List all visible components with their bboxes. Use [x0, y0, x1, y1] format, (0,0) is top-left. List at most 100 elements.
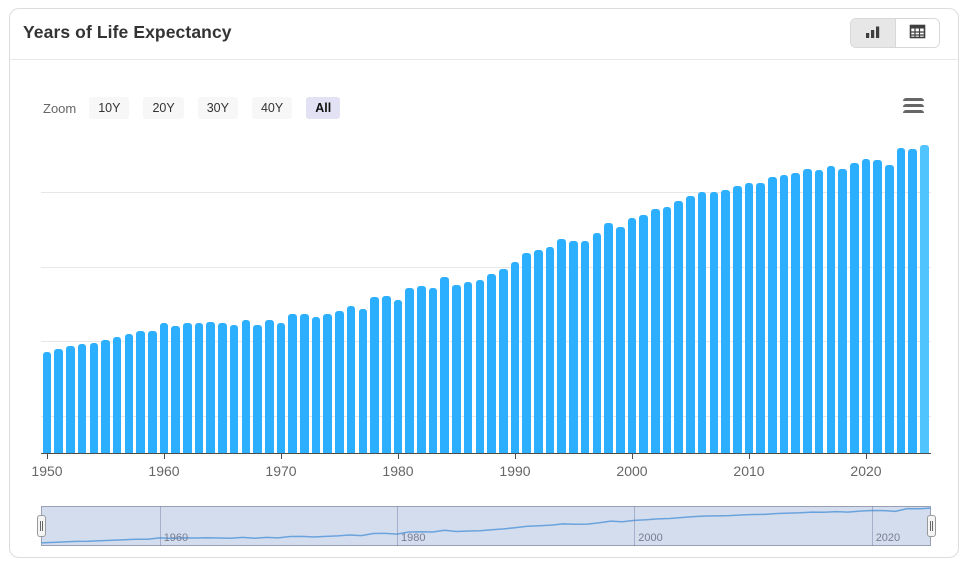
navigator-gridline-2020 [871, 506, 873, 546]
bar-year-1990[interactable] [510, 261, 520, 453]
bar-year-1993[interactable] [545, 246, 555, 453]
bar-year-1976[interactable] [346, 305, 356, 453]
range-button-20y[interactable]: 20Y [143, 97, 184, 119]
bar-year-1994[interactable] [557, 239, 567, 453]
bar-year-2025[interactable] [920, 145, 929, 453]
navigator-right-handle[interactable] [926, 515, 936, 537]
x-axis-line [41, 453, 931, 454]
bar-year-2010[interactable] [744, 183, 754, 453]
bar-year-1975[interactable] [335, 310, 344, 453]
bar-year-1997[interactable] [592, 233, 602, 453]
bar-year-2022[interactable] [885, 164, 894, 453]
bar-year-1959[interactable] [148, 330, 157, 453]
bar-year-1980[interactable] [393, 300, 403, 453]
bar-year-1969[interactable] [264, 319, 274, 453]
y-gridline-70 [41, 192, 931, 194]
bar-year-1952[interactable] [66, 346, 75, 453]
bar-year-2024[interactable] [908, 149, 918, 453]
chart-view-button[interactable] [851, 19, 895, 47]
bar-year-1965[interactable] [218, 323, 227, 453]
bar-year-1967[interactable] [241, 319, 251, 453]
bar-year-1968[interactable] [253, 324, 262, 453]
bar-year-2004[interactable] [674, 201, 684, 453]
bar-year-2015[interactable] [803, 169, 812, 453]
x-tick-1990 [515, 453, 516, 459]
bar-year-1964[interactable] [206, 321, 216, 453]
bar-year-2014[interactable] [791, 172, 801, 453]
bar-year-1986[interactable] [463, 281, 473, 453]
range-button-all[interactable]: All [306, 97, 341, 119]
bar-year-1956[interactable] [112, 336, 122, 453]
bar-year-1970[interactable] [276, 322, 286, 453]
bar-year-1992[interactable] [534, 250, 543, 453]
bar-year-1995[interactable] [569, 241, 578, 453]
bar-year-2003[interactable] [662, 207, 672, 453]
bar-year-2023[interactable] [896, 148, 906, 453]
zoom-label: Zoom [43, 100, 77, 116]
navigator-left-handle[interactable] [36, 515, 46, 537]
bar-year-1978[interactable] [370, 296, 379, 453]
navigator-label-1960: 1960 [163, 532, 189, 544]
bar-year-2006[interactable] [697, 192, 707, 453]
bar-year-1973[interactable] [311, 317, 321, 453]
bar-year-2013[interactable] [779, 175, 789, 453]
bar-year-1998[interactable] [604, 222, 613, 453]
bar-year-2008[interactable] [721, 190, 730, 453]
bar-year-1974[interactable] [323, 313, 333, 453]
bar-year-1971[interactable] [288, 314, 297, 453]
bar-year-2019[interactable] [849, 163, 859, 453]
bar-year-1985[interactable] [452, 284, 461, 453]
bar-year-1987[interactable] [475, 280, 485, 453]
bar-year-2009[interactable] [732, 186, 742, 453]
bar-year-1961[interactable] [171, 325, 180, 453]
x-axis-label-2010: 2010 [733, 463, 765, 479]
bar-year-1983[interactable] [428, 287, 438, 453]
bar-year-1951[interactable] [54, 349, 64, 453]
bar-year-1988[interactable] [487, 274, 496, 453]
bar-year-2005[interactable] [686, 195, 695, 453]
bar-year-1981[interactable] [405, 287, 414, 453]
bar-year-2017[interactable] [826, 166, 836, 453]
bar-year-1957[interactable] [124, 333, 134, 453]
bar-year-2001[interactable] [639, 214, 648, 453]
x-axis-label-1950: 1950 [31, 463, 63, 479]
bar-year-1958[interactable] [136, 330, 145, 453]
bar-year-1999[interactable] [615, 226, 625, 453]
bar-year-2007[interactable] [709, 191, 719, 453]
table-icon [909, 24, 926, 42]
bar-year-1950[interactable] [42, 352, 52, 453]
bar-year-2016[interactable] [814, 169, 824, 453]
bar-year-1989[interactable] [498, 269, 508, 453]
bar-year-1960[interactable] [159, 322, 169, 453]
bar-chart-icon [865, 25, 881, 42]
bar-year-2021[interactable] [873, 160, 882, 453]
bar-year-1991[interactable] [522, 253, 532, 453]
x-axis-label-1970: 1970 [265, 463, 297, 479]
bar-year-1996[interactable] [580, 240, 590, 453]
bar-year-2011[interactable] [756, 182, 765, 453]
hamburger-menu-icon[interactable] [903, 98, 924, 115]
bar-year-1979[interactable] [381, 295, 391, 453]
bar-year-2012[interactable] [768, 177, 777, 453]
bar-year-1977[interactable] [358, 309, 368, 453]
range-button-40y[interactable]: 40Y [251, 97, 293, 119]
table-view-button[interactable] [895, 19, 939, 47]
bar-year-1982[interactable] [417, 286, 426, 453]
bar-year-1972[interactable] [300, 313, 309, 453]
range-button-30y[interactable]: 30Y [197, 97, 238, 119]
bar-year-2002[interactable] [651, 209, 660, 453]
bar-year-1955[interactable] [101, 339, 110, 453]
bar-year-1953[interactable] [77, 343, 87, 453]
bar-year-2018[interactable] [838, 169, 847, 453]
chart-card: Years of Life Expectancy [9, 8, 959, 558]
bar-year-2020[interactable] [861, 159, 871, 453]
range-button-10y[interactable]: 10Y [89, 97, 130, 119]
bar-year-1966[interactable] [229, 324, 239, 453]
bar-year-1984[interactable] [440, 277, 450, 453]
bar-year-1963[interactable] [194, 323, 204, 453]
bar-year-2000[interactable] [627, 218, 637, 453]
bar-year-1954[interactable] [89, 342, 99, 453]
bar-year-1962[interactable] [183, 322, 192, 453]
hamburger-bar [903, 110, 924, 113]
